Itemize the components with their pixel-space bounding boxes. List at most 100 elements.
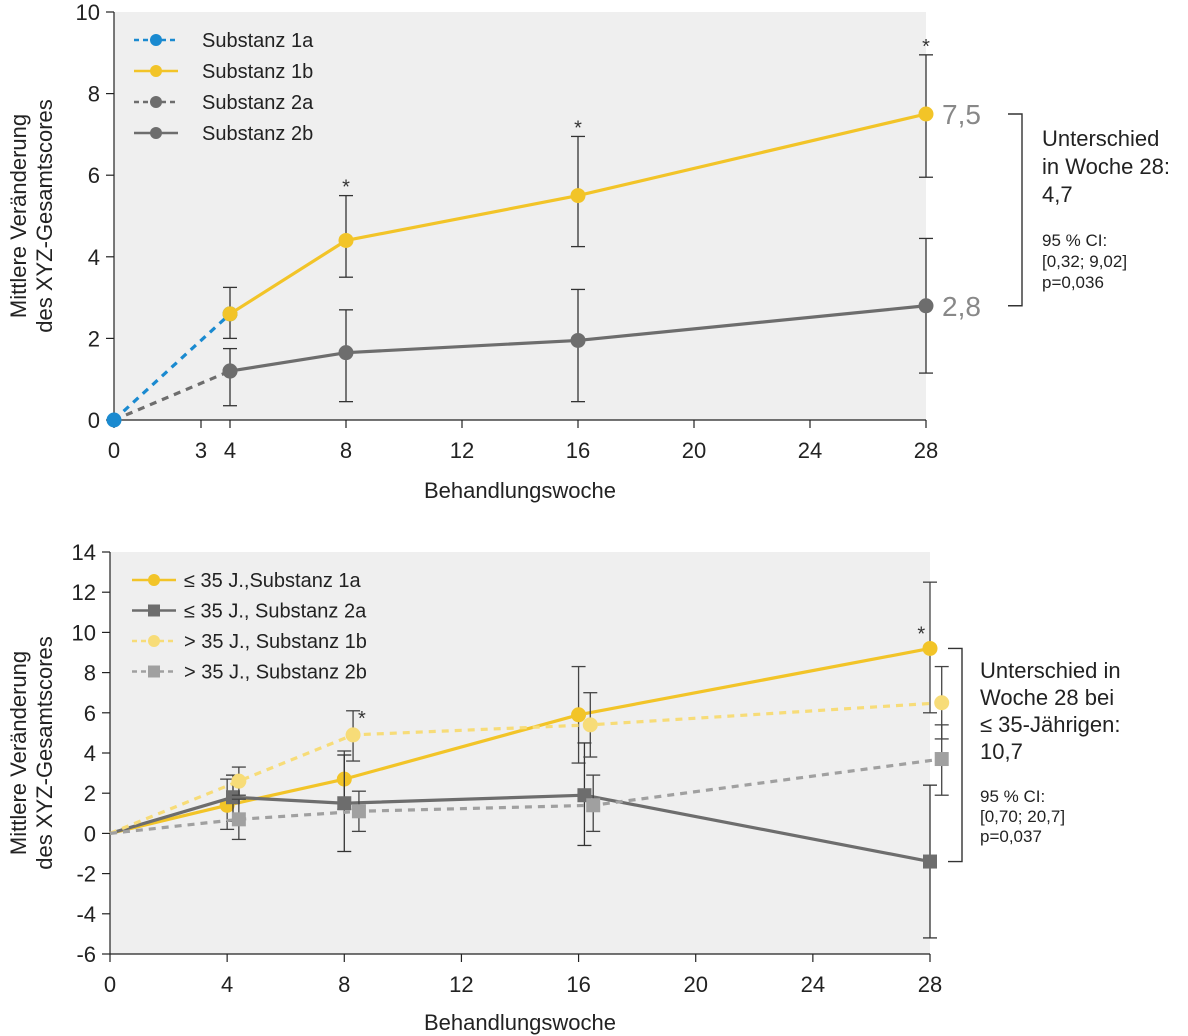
y-tick-label: 0 bbox=[84, 821, 96, 846]
difference-annotation: Unterschied in bbox=[980, 658, 1121, 683]
y-tick-label: 2 bbox=[84, 781, 96, 806]
data-point bbox=[586, 798, 601, 813]
y-tick-label: 10 bbox=[76, 0, 100, 25]
y-tick-label: 0 bbox=[88, 408, 100, 433]
legend-label: Substanz 1b bbox=[202, 61, 313, 83]
x-axis-title: Behandlungswoche bbox=[424, 478, 616, 503]
x-tick-label: 12 bbox=[450, 438, 474, 463]
x-tick-label: 12 bbox=[449, 972, 473, 997]
legend-marker bbox=[148, 665, 160, 678]
legend-label: > 35 J., Substanz 1b bbox=[184, 631, 367, 653]
series-line bbox=[112, 312, 232, 422]
significance-marker: * bbox=[922, 36, 930, 58]
y-tick-label: 4 bbox=[84, 741, 96, 766]
y-tick-label: -4 bbox=[76, 902, 96, 927]
data-point bbox=[351, 804, 366, 819]
difference-annotation: 4,7 bbox=[1042, 182, 1073, 207]
x-tick-label: 16 bbox=[566, 972, 590, 997]
confidence-interval-annotation: [0,70; 20,7] bbox=[980, 807, 1065, 826]
plot-area bbox=[114, 12, 926, 420]
data-point bbox=[918, 298, 934, 314]
plot-area bbox=[110, 552, 930, 954]
data-point bbox=[571, 707, 587, 723]
confidence-interval-annotation: 95 % CI: bbox=[980, 787, 1045, 806]
y-tick-label: -2 bbox=[76, 862, 96, 887]
y-tick-label: 14 bbox=[72, 540, 96, 565]
y-axis-title-line2: des XYZ-Gesamtscores bbox=[32, 99, 57, 333]
data-point bbox=[222, 363, 238, 379]
x-tick-label: 16 bbox=[566, 438, 590, 463]
y-tick-label: 4 bbox=[88, 245, 100, 270]
y-tick-label: 8 bbox=[84, 661, 96, 686]
difference-annotation: in Woche 28: bbox=[1042, 154, 1170, 179]
series-line bbox=[229, 112, 927, 316]
data-point bbox=[570, 332, 586, 348]
legend-label: Substanz 2a bbox=[202, 92, 314, 114]
confidence-interval-annotation: p=0,036 bbox=[1042, 273, 1104, 292]
legend-marker bbox=[148, 604, 160, 617]
significance-marker: * bbox=[917, 623, 925, 645]
legend-label: ≤ 35 J., Substanz 2a bbox=[184, 601, 367, 623]
legend-label: Substanz 2b bbox=[202, 123, 313, 145]
significance-marker: * bbox=[342, 177, 350, 199]
data-point bbox=[923, 854, 937, 869]
end-value-label: 7,5 bbox=[942, 99, 981, 130]
legend-label: ≤ 35 J.,Substanz 1a bbox=[184, 570, 362, 592]
data-point bbox=[582, 717, 598, 733]
series-substanz-2b bbox=[222, 237, 934, 407]
x-tick-label: 8 bbox=[338, 972, 350, 997]
legend-marker bbox=[150, 127, 162, 139]
x-tick-label: 20 bbox=[683, 972, 707, 997]
series--35-j-substanz-2a bbox=[109, 742, 937, 939]
origin-point bbox=[106, 412, 122, 428]
x-tick-label: 24 bbox=[801, 972, 825, 997]
series-substanz-1b bbox=[222, 54, 934, 340]
y-tick-label: 6 bbox=[88, 163, 100, 188]
data-point bbox=[231, 773, 247, 789]
difference-bracket bbox=[948, 647, 963, 863]
significance-marker: * bbox=[574, 117, 582, 139]
x-tick-label: 4 bbox=[221, 972, 233, 997]
legend-marker bbox=[148, 574, 160, 586]
y-tick-label: -6 bbox=[76, 942, 96, 967]
x-axis-title: Behandlungswoche bbox=[424, 1010, 616, 1035]
series-line bbox=[229, 304, 927, 373]
data-point bbox=[570, 188, 586, 204]
data-point bbox=[345, 727, 361, 743]
data-point bbox=[226, 790, 240, 805]
data-point bbox=[934, 752, 949, 767]
y-tick-label: 12 bbox=[72, 580, 96, 605]
legend-label: Substanz 1a bbox=[202, 30, 314, 52]
legend-marker bbox=[148, 635, 160, 647]
y-tick-label: 2 bbox=[88, 326, 100, 351]
difference-bracket bbox=[1008, 113, 1023, 307]
x-tick-label: 0 bbox=[108, 438, 120, 463]
y-tick-label: 6 bbox=[84, 701, 96, 726]
data-point bbox=[338, 232, 354, 248]
legend-label: > 35 J., Substanz 2b bbox=[184, 662, 367, 684]
x-tick-label: 4 bbox=[224, 438, 236, 463]
y-tick-label: 10 bbox=[72, 620, 96, 645]
data-point bbox=[222, 306, 238, 322]
difference-annotation: ≤ 35-Jährigen: bbox=[980, 712, 1121, 737]
x-tick-label: 0 bbox=[104, 972, 116, 997]
legend-marker bbox=[150, 65, 162, 77]
x-tick-label: 28 bbox=[918, 972, 942, 997]
y-axis-title-line2: des XYZ-Gesamtscores bbox=[32, 636, 57, 870]
series--35-j-substanz-1b bbox=[109, 665, 950, 835]
significance-marker: * bbox=[358, 708, 366, 730]
y-axis-title-line1: Mittlere Veränderung bbox=[6, 651, 31, 855]
data-point bbox=[231, 812, 246, 827]
end-value-label: 2,8 bbox=[942, 291, 981, 322]
data-point bbox=[934, 695, 950, 711]
y-axis-title-line1: Mittlere Veränderung bbox=[6, 114, 31, 318]
series--35-j-substanz-2b bbox=[109, 724, 949, 841]
x-tick-label: 20 bbox=[682, 438, 706, 463]
data-point bbox=[337, 796, 352, 811]
x-tick-label: 24 bbox=[798, 438, 822, 463]
confidence-interval-annotation: [0,32; 9,02] bbox=[1042, 252, 1127, 271]
x-tick-label: 28 bbox=[914, 438, 938, 463]
